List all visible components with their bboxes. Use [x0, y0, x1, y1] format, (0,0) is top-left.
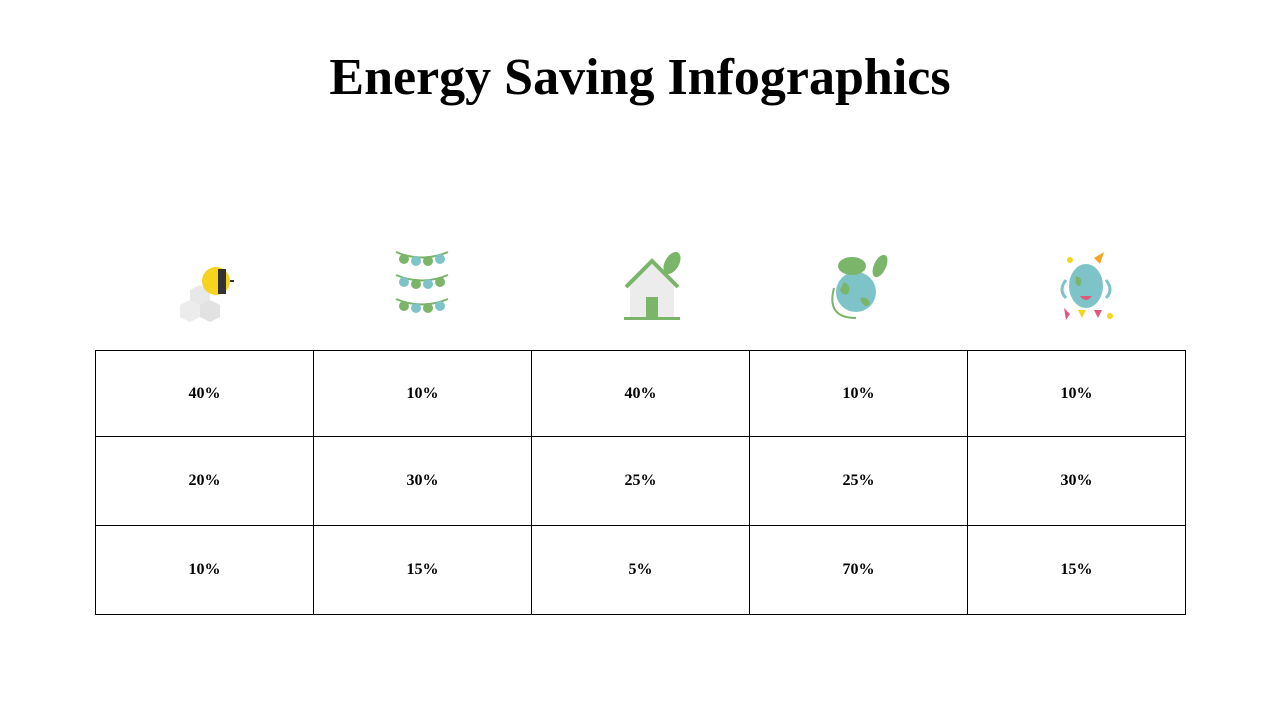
table-cell: 10%	[749, 350, 968, 437]
table-cell: 15%	[313, 525, 532, 615]
table-cell: 25%	[749, 436, 968, 526]
bee-icon	[180, 267, 234, 322]
table-cell: 25%	[531, 436, 750, 526]
party-earth-icon	[1060, 252, 1113, 320]
earth-icon	[831, 254, 888, 319]
table-row: 10% 15% 5% 70% 15%	[95, 525, 1186, 615]
table-cell: 10%	[967, 350, 1186, 437]
table-cell: 5%	[531, 525, 750, 615]
table-cell: 10%	[95, 525, 314, 615]
bunting-icon	[395, 251, 449, 313]
table-cell: 40%	[95, 350, 314, 437]
icons	[180, 251, 1113, 322]
table-cell: 70%	[749, 525, 968, 615]
table-row: 20% 30% 25% 25% 30%	[95, 436, 1186, 526]
table-cell: 30%	[967, 436, 1186, 526]
table-cell: 30%	[313, 436, 532, 526]
table-cell: 40%	[531, 350, 750, 437]
title: Energy Saving Infographics	[329, 49, 951, 106]
table-cell: 20%	[95, 436, 314, 526]
table-cell: 15%	[967, 525, 1186, 615]
table: 40% 10% 40% 10% 10% 20% 30% 25% 25% 30% 10% 15% 5% 70…	[95, 350, 1186, 615]
table-cell: 10%	[313, 350, 532, 437]
house-icon	[624, 252, 681, 320]
table-row: 40% 10% 40% 10% 10%	[95, 350, 1186, 437]
